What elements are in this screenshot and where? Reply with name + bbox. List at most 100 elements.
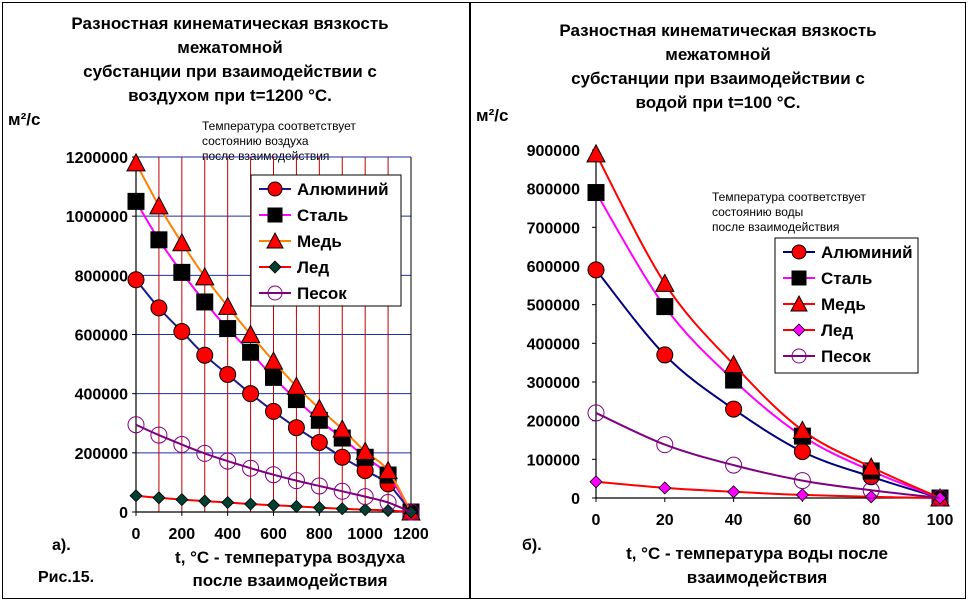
- chart-b-title: Разностная кинематическая вязкость межат…: [548, 19, 888, 115]
- chart-a-data-point: [332, 419, 353, 438]
- chart-b-data-point: [861, 456, 882, 476]
- chart-a-data-point: [242, 343, 260, 361]
- chart-b-data-point: [792, 420, 813, 439]
- chart-a-data-point: [196, 293, 214, 311]
- chart-a-data-point: [219, 365, 237, 383]
- chart-b-legend-marker: [791, 348, 807, 364]
- chart-a-xtick-label: 200: [168, 526, 195, 543]
- chart-b-data-point: [723, 354, 744, 374]
- chart-a-series-line: [135, 423, 412, 513]
- chart-b-data-point: [725, 456, 743, 474]
- chart-a-ylabel: м²/с: [8, 110, 41, 129]
- chart-b-ytick-label: 500000: [527, 298, 580, 315]
- chart-a-data-point: [196, 346, 214, 364]
- chart-a-legend-marker: [266, 231, 284, 249]
- chart-a-title-line: Разностная кинематическая вязкость: [71, 14, 389, 33]
- chart-b-data-point: [589, 475, 603, 489]
- chart-a-data-point: [173, 436, 191, 454]
- chart-a-legend-marker: [267, 207, 283, 223]
- chart-b-legend-label: Песок: [821, 347, 871, 366]
- chart-b-data-point: [795, 488, 809, 502]
- chart-b-data-point: [587, 404, 605, 422]
- chart-b-note: Температура соответствует состоянию воды…: [712, 190, 866, 235]
- chart-a-ytick-label: 400000: [75, 387, 128, 404]
- chart-a-xlabel-line: t, °С - температура воздуха: [175, 548, 405, 567]
- chart-a-series: [127, 416, 420, 521]
- chart-a-title: Разностная кинематическая вязкость межат…: [60, 12, 400, 108]
- chart-b-legend-label: Алюминий: [821, 243, 913, 262]
- chart-a-legend-label: Медь: [297, 232, 342, 251]
- chart-a-ytick-label: 0: [119, 505, 128, 522]
- chart-b-panel-tag: б).: [522, 537, 542, 554]
- chart-a-data-point: [129, 489, 143, 503]
- chart-b-data-point: [725, 400, 743, 418]
- chart-a-data-point: [310, 433, 328, 451]
- chart-b-series-line: [595, 412, 941, 499]
- chart-b-xlabel: t, °С - температура воды после взаимодей…: [592, 542, 922, 590]
- chart-a-data-point: [287, 472, 305, 490]
- chart-a-data-point: [266, 498, 281, 512]
- chart-a-title-line: воздухом при t=1200 °С.: [128, 86, 332, 105]
- chart-a-title-line: субстанции при взаимодействии с: [83, 62, 377, 81]
- chart-a-data-point: [335, 502, 349, 516]
- chart-b-data-point: [862, 481, 880, 499]
- chart-a-series: [129, 489, 418, 519]
- chart-b-note-line: состоянию воды: [712, 205, 804, 219]
- chart-b-note-line: после взаимодействия: [712, 220, 840, 234]
- chart-a-data-point: [242, 385, 260, 403]
- chart-b-legend: Алюминий Сталь Медь Лед Песок: [774, 237, 919, 374]
- chart-a-data-point: [309, 398, 330, 417]
- chart-a-ytick-label: 1000000: [66, 209, 128, 226]
- chart-b-data-point: [654, 273, 675, 292]
- chart-b-data-point: [587, 261, 605, 279]
- chart-b-xtick-label: 80: [862, 512, 880, 529]
- chart-a-legend: Алюминий Сталь Медь Лед Песок: [250, 174, 402, 307]
- chart-b-series-line: [595, 480, 941, 499]
- chart-b-xlabel-line: взаимодействия: [686, 568, 828, 587]
- chart-a-data-point: [356, 488, 374, 506]
- chart-a-note: Температура соответствует состоянию возд…: [202, 119, 356, 164]
- chart-a-data-point: [126, 152, 146, 172]
- chart-b-ytick-label: 0: [571, 491, 580, 508]
- chart-a-legend-marker: [267, 285, 283, 301]
- chart-a-data-point: [265, 466, 282, 484]
- chart-a-data-point: [333, 482, 351, 500]
- chart-a-data-point: [242, 459, 260, 477]
- chart-a-data-point: [240, 324, 261, 343]
- chart-a-data-point: [194, 266, 215, 286]
- chart-b-legend-label: Медь: [821, 295, 866, 314]
- chart-b-ytick-label: 700000: [527, 220, 580, 237]
- chart-a-legend-marker: [268, 260, 282, 274]
- chart-b-data-point: [656, 436, 674, 454]
- chart-b-xtick-label: 0: [592, 512, 601, 529]
- chart-a-note-line: Температура соответствует: [202, 119, 356, 133]
- chart-a-data-point: [244, 497, 258, 511]
- chart-a-ytick-label: 600000: [75, 328, 128, 345]
- chart-b-data-point: [658, 481, 672, 495]
- chart-a-data-point: [150, 231, 168, 249]
- chart-a-data-point: [175, 493, 189, 507]
- chart-a-data-point: [358, 503, 372, 517]
- chart-a-data-point: [289, 499, 303, 513]
- chart-a-data-point: [355, 441, 375, 460]
- chart-b-plot: 0 100000 200000 300000 400000 500000 600000 700…: [527, 143, 954, 529]
- chart-a-title-line: межатомной: [177, 38, 283, 57]
- chart-a-data-point: [173, 323, 191, 341]
- chart-a-ytick-label: 200000: [75, 446, 128, 463]
- chart-a-xtick-label: 0: [132, 526, 141, 543]
- chart-b-data-point: [586, 143, 606, 163]
- chart-a-legend-label: Песок: [297, 284, 347, 303]
- chart-a-data-point: [221, 495, 235, 510]
- chart-a-data-point: [310, 477, 328, 495]
- chart-a-data-point: [265, 402, 282, 420]
- chart-b-xlabel-line: t, °С - температура воды после: [626, 544, 888, 563]
- chart-a-note-line: состоянию воздуха: [202, 134, 309, 148]
- chart-a-data-point: [217, 296, 238, 315]
- chart-a-data-point: [173, 263, 191, 281]
- chart-a-data-point: [265, 368, 282, 386]
- chart-a-data-point: [402, 503, 420, 521]
- chart-b-data-point: [587, 184, 605, 202]
- chart-b-legend-label: Лед: [821, 321, 853, 340]
- chart-a-data-point: [196, 444, 214, 462]
